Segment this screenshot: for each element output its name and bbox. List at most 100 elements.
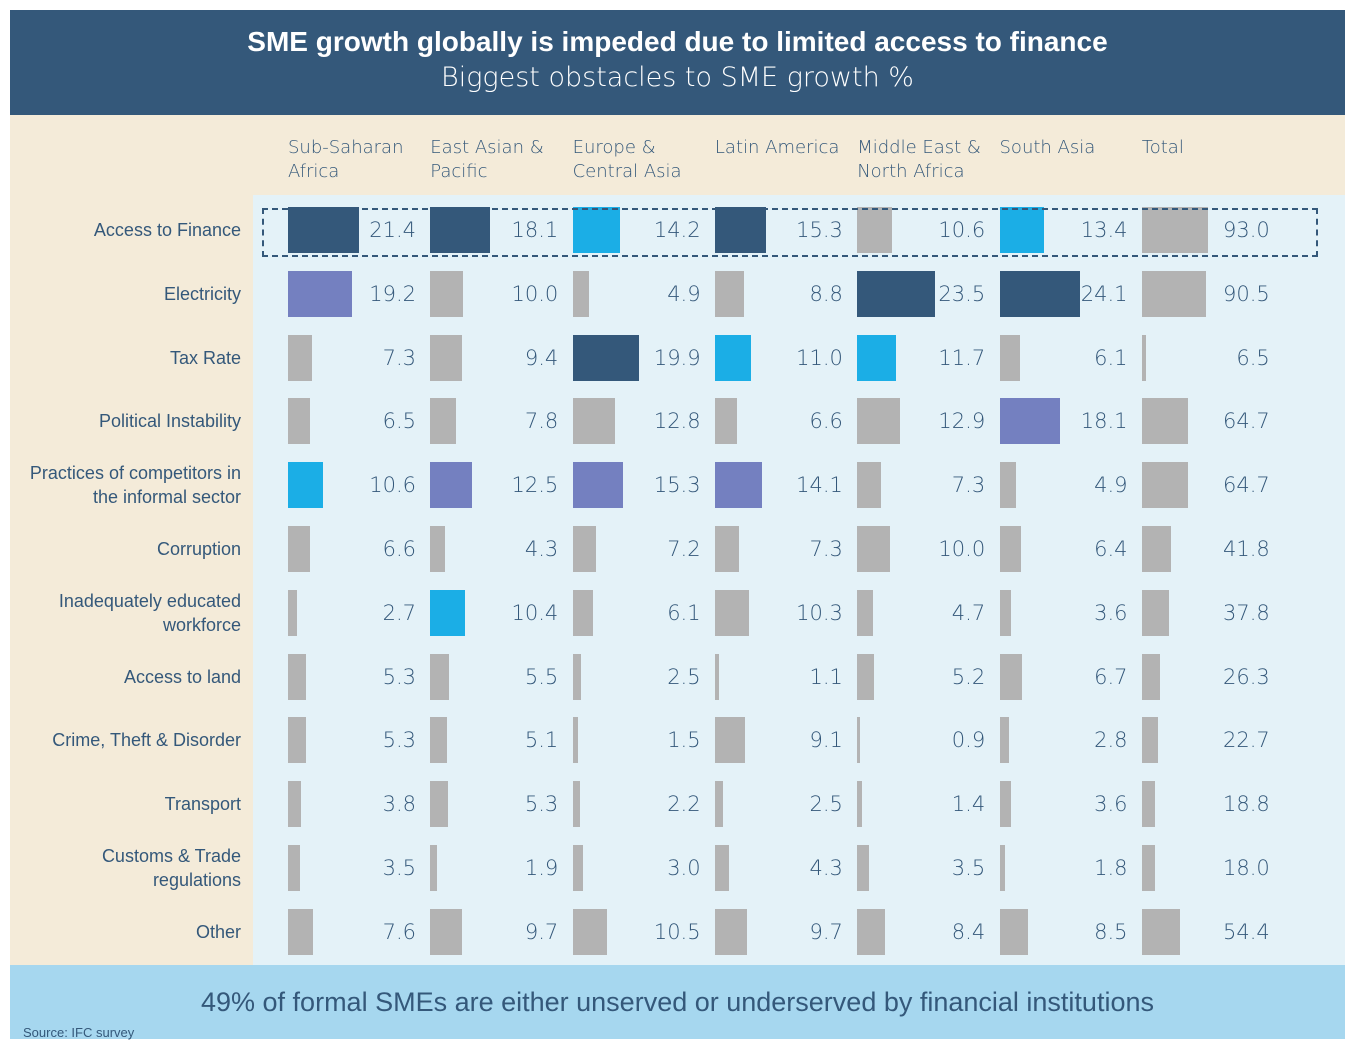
- value-label: 12.8: [653, 409, 701, 434]
- value-label: 1.9: [524, 856, 559, 880]
- value-label: 3.8: [382, 792, 416, 817]
- bar: [999, 845, 1006, 891]
- column-header: Total: [1141, 137, 1184, 158]
- value-label: 19.9: [653, 345, 701, 370]
- value-label: 6.7: [1094, 664, 1128, 689]
- row-label: Customs & Trade regulations: [101, 846, 241, 890]
- bar: [288, 845, 300, 891]
- bar: [572, 845, 583, 891]
- value-label: 5.3: [382, 664, 416, 689]
- value-label: 13.4: [1080, 218, 1128, 242]
- bar: [430, 845, 437, 891]
- value-label: 54.4: [1223, 919, 1270, 944]
- bar: [999, 270, 1080, 317]
- bar: [857, 462, 882, 509]
- value-label: 9.7: [809, 919, 843, 944]
- value-label: 90.5: [1223, 281, 1270, 306]
- value-label: 5.5: [524, 664, 559, 689]
- bar: [857, 526, 891, 572]
- row-label: Corruption: [156, 539, 241, 559]
- footer-band: 49% of formal SMEs are either unserved o…: [10, 965, 1345, 1040]
- bar: [430, 398, 457, 445]
- value-label: 6.5: [1236, 345, 1270, 370]
- bar: [430, 589, 465, 636]
- value-label: 2.2: [667, 792, 701, 817]
- bar: [572, 908, 608, 955]
- value-label: 5.2: [951, 664, 986, 689]
- footer-text: 49% of formal SMEs are either unserved o…: [201, 987, 1154, 1017]
- row-label: Access to land: [123, 666, 241, 687]
- value-label: 9.7: [524, 919, 559, 944]
- value-label: 6.4: [1094, 537, 1128, 561]
- bar: [999, 653, 1022, 700]
- value-label: 5.3: [524, 792, 559, 817]
- value-label: 10.3: [796, 600, 843, 625]
- bar: [288, 781, 301, 828]
- bar: [572, 717, 578, 764]
- bar: [572, 270, 589, 317]
- value-label: 11.7: [938, 345, 986, 370]
- value-label: 8.8: [809, 281, 843, 306]
- value-label: 7.3: [809, 537, 843, 561]
- bar: [714, 653, 719, 700]
- bar: [1141, 270, 1207, 317]
- value-label: 1.8: [1094, 856, 1128, 880]
- bar: [714, 526, 740, 572]
- value-label: 10.6: [938, 218, 986, 242]
- bar: [857, 653, 875, 700]
- bar: [430, 781, 448, 828]
- value-label: 9.1: [809, 728, 843, 753]
- value-label: 6.6: [382, 537, 416, 561]
- row-label: Inadequately educated workforce: [58, 590, 241, 635]
- bar: [572, 462, 624, 509]
- bar: [714, 207, 766, 253]
- value-label: 41.8: [1223, 537, 1270, 561]
- column-header: Sub-Saharan Africa: [288, 137, 404, 182]
- bar: [572, 398, 616, 445]
- value-label: 3.5: [382, 856, 416, 880]
- bar: [288, 462, 324, 509]
- bar: [430, 462, 472, 509]
- bar: [999, 908, 1028, 955]
- bar: [288, 653, 306, 700]
- bar: [1141, 398, 1188, 445]
- bar: [714, 781, 724, 828]
- value-label: 15.3: [653, 473, 701, 498]
- value-label: 14.2: [653, 218, 701, 242]
- highlight-box: [262, 208, 1318, 257]
- bar: [1141, 334, 1147, 381]
- value-label: 15.3: [796, 218, 843, 242]
- bar: [1141, 845, 1155, 891]
- bar: [1141, 207, 1208, 253]
- value-label: 4.9: [1094, 473, 1128, 498]
- bar: [857, 781, 862, 828]
- value-label: 64.7: [1223, 409, 1270, 434]
- value-label: 3.0: [667, 856, 701, 880]
- value-label: 0.9: [951, 728, 986, 753]
- bar: [1141, 462, 1188, 509]
- bar: [1141, 526, 1172, 572]
- value-label: 2.8: [1094, 728, 1128, 753]
- bar: [1141, 589, 1169, 636]
- value-label: 7.3: [951, 473, 986, 498]
- bar: [430, 526, 445, 572]
- bar: [999, 207, 1044, 253]
- value-label: 2.7: [382, 600, 416, 625]
- value-label: 23.5: [938, 281, 986, 306]
- value-label: 14.1: [796, 473, 843, 498]
- bar: [430, 908, 463, 955]
- value-label: 18.1: [511, 218, 559, 242]
- source: Source: IFC survey: [23, 1025, 135, 1040]
- value-label: 6.5: [382, 409, 416, 434]
- value-label: 4.3: [809, 856, 843, 880]
- bar: [714, 589, 750, 636]
- bar: [1141, 908, 1181, 955]
- column-header: Latin America: [714, 137, 840, 158]
- bar: [430, 653, 449, 700]
- bar: [857, 270, 936, 317]
- bar: [857, 207, 893, 253]
- bar: [288, 526, 310, 572]
- bar: [288, 589, 297, 636]
- row-label: Crime, Theft & Disorder: [52, 730, 241, 751]
